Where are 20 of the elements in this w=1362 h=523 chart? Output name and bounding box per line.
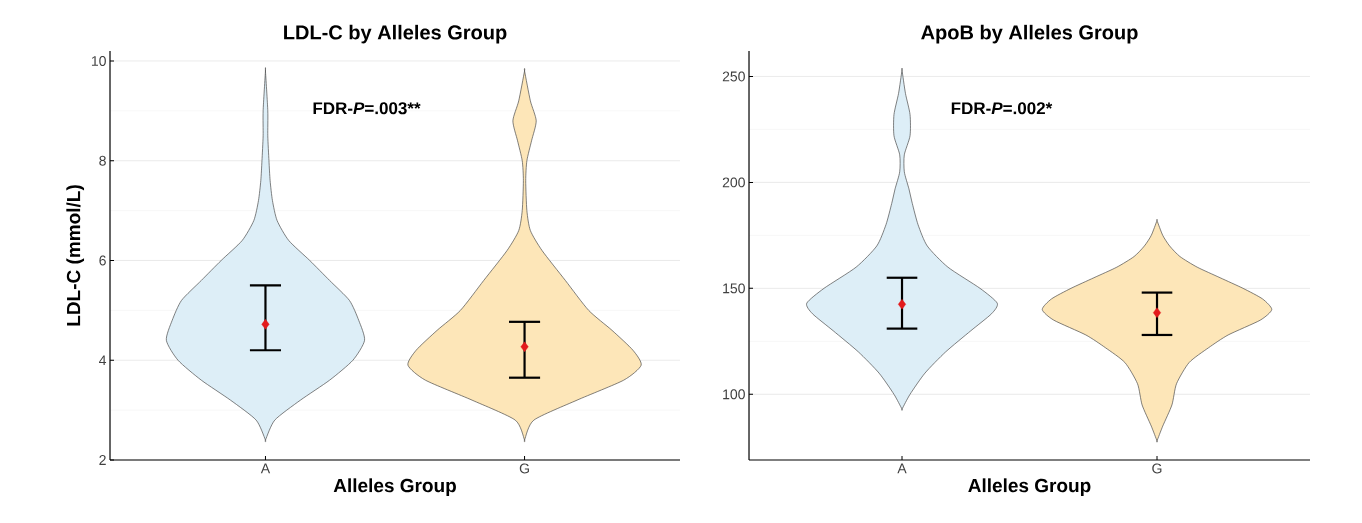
y-tick-label: 8 — [99, 155, 106, 166]
y-tick-label: 4 — [99, 355, 107, 366]
x-tick-label: G — [1152, 463, 1162, 474]
x-tick-label: G — [519, 463, 529, 474]
chart-title: ApoB by Alleles Group — [921, 24, 1138, 44]
y-tick-label: 250 — [722, 71, 745, 82]
y-tick-label: 150 — [723, 283, 745, 294]
annotation: FDR-P=.002* — [951, 102, 1053, 115]
annotation: FDR-P=.003** — [313, 102, 421, 115]
x-axis-title: Alleles Group — [968, 478, 1091, 497]
x-tick-label: A — [897, 463, 907, 474]
chart-title: LDL-C by Alleles Group — [284, 24, 507, 44]
y-tick-label: 100 — [723, 389, 745, 400]
x-tick-label: A — [260, 463, 271, 474]
y-tick-label: 10 — [91, 56, 106, 66]
y-tick-label: 2 — [99, 455, 106, 465]
x-axis-title: Alleles Group — [333, 478, 456, 497]
y-axis-title: LDL-C (mmol/L) — [66, 185, 85, 326]
y-tick-label: 6 — [99, 255, 106, 266]
y-tick-label: 200 — [722, 177, 745, 188]
